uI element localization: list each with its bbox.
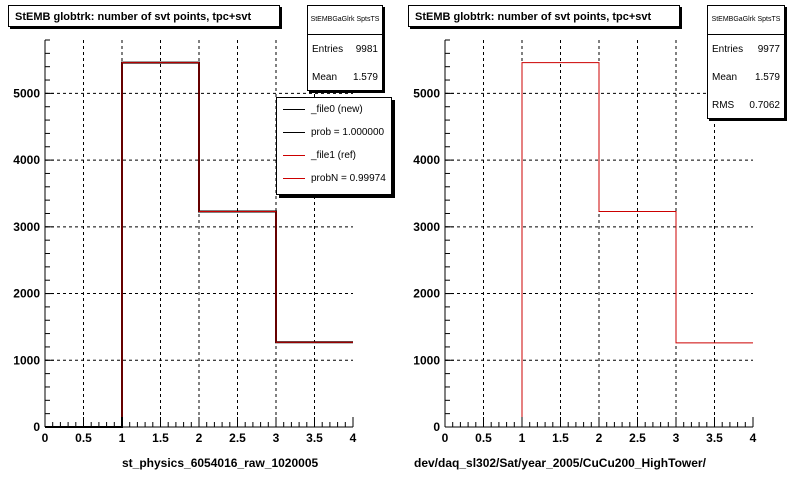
- pad0-x-tick-label: 3: [273, 431, 280, 445]
- left-stats-mean-value: 1.579: [352, 71, 378, 83]
- right-stats-rms-row: RMS 0.7062: [708, 91, 784, 119]
- pad1-y-tick-label: 1000: [413, 353, 440, 367]
- right-stats-mean-label: Mean: [712, 71, 738, 83]
- right-stats-name: StEMBGaGlrk SptsTS: [708, 6, 784, 35]
- right-histogram-title: StEMB globtrk: number of svt points, tpc…: [408, 5, 680, 27]
- right-stats-entries-label: Entries: [712, 43, 744, 55]
- pad1-x-tick-label: 0: [442, 431, 449, 445]
- pad0-y-tick-label: 3000: [13, 220, 40, 234]
- pad1-x-tick-label: 1.5: [552, 431, 569, 445]
- left-stats-entries-label: Entries: [312, 43, 344, 55]
- pad1-x-tick-label: 2.5: [629, 431, 646, 445]
- legend-label-probn: probN = 0.99974: [311, 173, 386, 184]
- pad0-y-tick-label: 2000: [13, 287, 40, 301]
- pad0-y-tick-label: 1000: [13, 353, 40, 367]
- legend-line-file0: [283, 109, 305, 110]
- right-stats-mean-row: Mean 1.579: [708, 63, 784, 91]
- left-stats-mean-row: Mean 1.579: [308, 63, 382, 91]
- pad0-y-tick-label: 5000: [13, 86, 40, 100]
- legend-line-probn: [283, 178, 305, 179]
- pad1-y-tick-label: 3000: [413, 220, 440, 234]
- legend-entry-file1: _file1 (ref): [277, 144, 391, 167]
- legend-entry-file0: _file0 (new): [277, 98, 391, 121]
- pad0-series-1-line: [45, 62, 353, 428]
- left-stats-box: StEMBGaGlrk SptsTS Entries 9981 Mean 1.5…: [307, 5, 383, 91]
- pad0-x-tick-label: 1: [119, 431, 126, 445]
- left-stats-entries-value: 9981: [355, 43, 378, 55]
- legend-line-file1: [283, 155, 305, 156]
- right-stats-entries-row: Entries 9977: [708, 35, 784, 63]
- left-stats-mean-label: Mean: [312, 71, 338, 83]
- legend-label-prob: prob = 1.000000: [311, 127, 385, 138]
- pad0-x-tick-label: 0.5: [75, 431, 92, 445]
- right-stats-entries-value: 9977: [757, 43, 780, 55]
- pad0-x-tick-label: 4: [350, 431, 357, 445]
- legend-label-file0: _file0 (new): [311, 104, 363, 115]
- left-histogram-pad: 0 0.5 1 1.5 2 2.5 3 3.5 4 0 1000 2000 3000 4000 5000 S…: [8, 5, 392, 470]
- pad1-x-tick-label: 3: [673, 431, 680, 445]
- pad1-y-tick-label: 2000: [413, 287, 440, 301]
- pad1-y-tick-label: 5000: [413, 86, 440, 100]
- pad0-x-tick-label: 2.5: [229, 431, 246, 445]
- pad0-x-tick-label: 1.5: [152, 431, 169, 445]
- pad1-x-tick-label: 4: [750, 431, 757, 445]
- pad0-x-tick-label: 0: [42, 431, 49, 445]
- left-legend: _file0 (new) prob = 1.000000 _file1 (ref…: [276, 97, 392, 195]
- left-histogram-title: StEMB globtrk: number of svt points, tpc…: [8, 5, 280, 27]
- legend-label-file1: _file1 (ref): [311, 150, 357, 161]
- legend-entry-probn: probN = 0.99974: [277, 167, 391, 190]
- right-histogram-canvas: 0 0.5 1 1.5 2 2.5 3 3.5 4 0 1000 2000 3000 4000 5000: [413, 39, 757, 445]
- pad1-y-tick-label: 0: [433, 420, 440, 434]
- pad1-y-tick-label: 4000: [413, 153, 440, 167]
- right-stats-mean-value: 1.579: [754, 71, 780, 83]
- legend-entry-prob: prob = 1.000000: [277, 121, 391, 144]
- right-stats-box: StEMBGaGlrk SptsTS Entries 9977 Mean 1.5…: [707, 5, 785, 119]
- pad1-x-tick-label: 0.5: [475, 431, 492, 445]
- right-x-axis-title: dev/daq_sl302/Sat/year_2005/CuCu200_High…: [414, 456, 706, 470]
- right-stats-rms-value: 0.7062: [749, 99, 780, 111]
- left-x-axis-title: st_physics_6054016_raw_1020005: [122, 456, 319, 470]
- pad1-series-0-line: [445, 62, 753, 428]
- pad0-y-tick-label: 0: [33, 420, 40, 434]
- right-stats-rms-label: RMS: [712, 99, 735, 111]
- left-stats-name: StEMBGaGlrk SptsTS: [308, 6, 382, 35]
- pad0-y-tick-label: 4000: [13, 153, 40, 167]
- legend-line-prob: [283, 132, 305, 133]
- left-stats-entries-row: Entries 9981: [308, 35, 382, 63]
- pad1-x-tick-label: 1: [519, 431, 526, 445]
- pad1-x-tick-label: 3.5: [706, 431, 723, 445]
- pad0-x-tick-label: 3.5: [306, 431, 323, 445]
- pad0-x-tick-label: 2: [196, 431, 203, 445]
- right-histogram-pad: 0 0.5 1 1.5 2 2.5 3 3.5 4 0 1000 2000 3000 4000 5000 S…: [400, 0, 800, 480]
- pad1-x-tick-label: 2: [596, 431, 603, 445]
